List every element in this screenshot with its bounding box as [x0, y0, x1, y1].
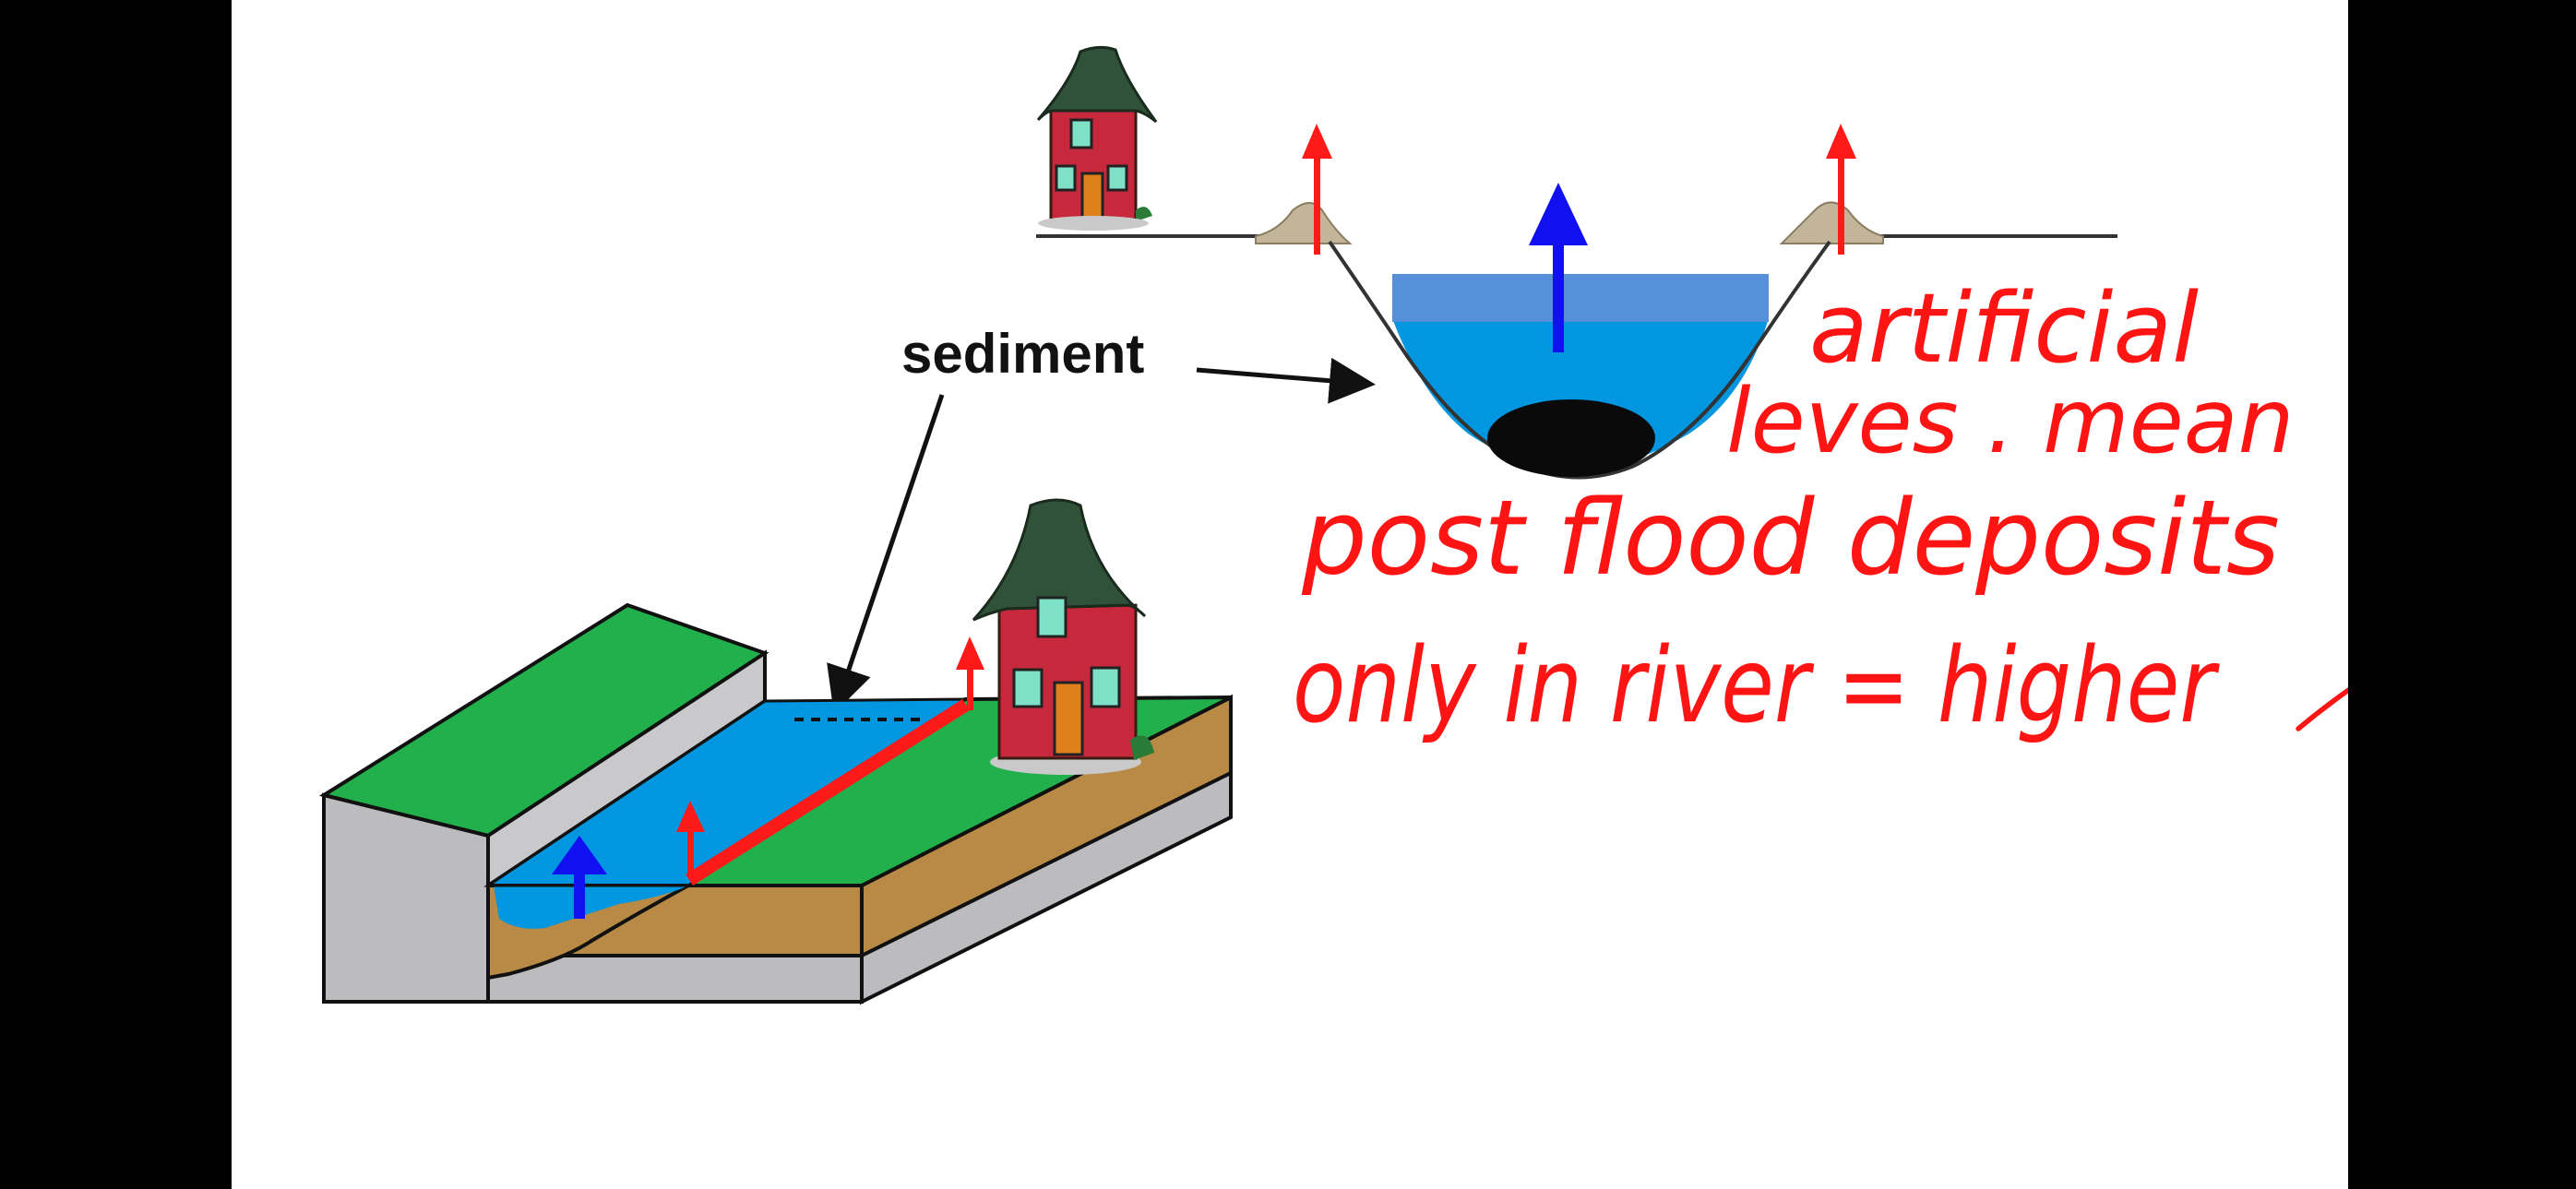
handwritten-line-2: leves . mean: [1726, 370, 2294, 473]
channel-outline: [1328, 240, 1831, 480]
levee-raise-arrow-right: [1826, 124, 1856, 255]
levee-raise-arrow-block-left: [676, 801, 705, 878]
slide-canvas: sediment: [232, 0, 2348, 1189]
sediment-arrow-bottom: [827, 394, 945, 714]
levee-right: [1779, 201, 1884, 244]
cross-section-diagram: [1036, 45, 2117, 480]
levee-diagram: sediment: [318, 45, 2348, 1005]
river-water-section: [494, 886, 688, 929]
handwritten-line-1: artificial: [1809, 272, 2199, 385]
raised-levee-bar: [686, 699, 970, 886]
house-icon-top: [1036, 45, 1158, 231]
raised-water-level: [1392, 274, 1769, 322]
handwritten-line-4: only in river = higher: [1293, 626, 2220, 746]
handwritten-notes: artificial leves . mean post flood depos…: [1293, 272, 2348, 746]
checkmark-stroke: [2296, 687, 2348, 731]
sediment-label: sediment: [901, 323, 1144, 385]
channel-water: [1392, 318, 1769, 470]
water-raise-arrow-block: [552, 836, 607, 919]
sediment-label-group: sediment: [827, 323, 1376, 714]
handwritten-line-3: post flood deposits: [1301, 479, 2280, 599]
block-diagram: [318, 498, 1233, 1005]
levee-raise-arrow-left: [1302, 124, 1332, 255]
sediment-arrow-top: [1196, 357, 1376, 404]
bedrock-front: [486, 954, 864, 1004]
levee-left: [1255, 202, 1353, 244]
sediment-deposit: [1487, 399, 1655, 477]
letterbox-right: [2348, 0, 2576, 1189]
levee-raise-arrow-block-right: [956, 636, 984, 710]
water-raise-arrow: [1529, 183, 1588, 352]
house-icon-block: [972, 498, 1154, 775]
